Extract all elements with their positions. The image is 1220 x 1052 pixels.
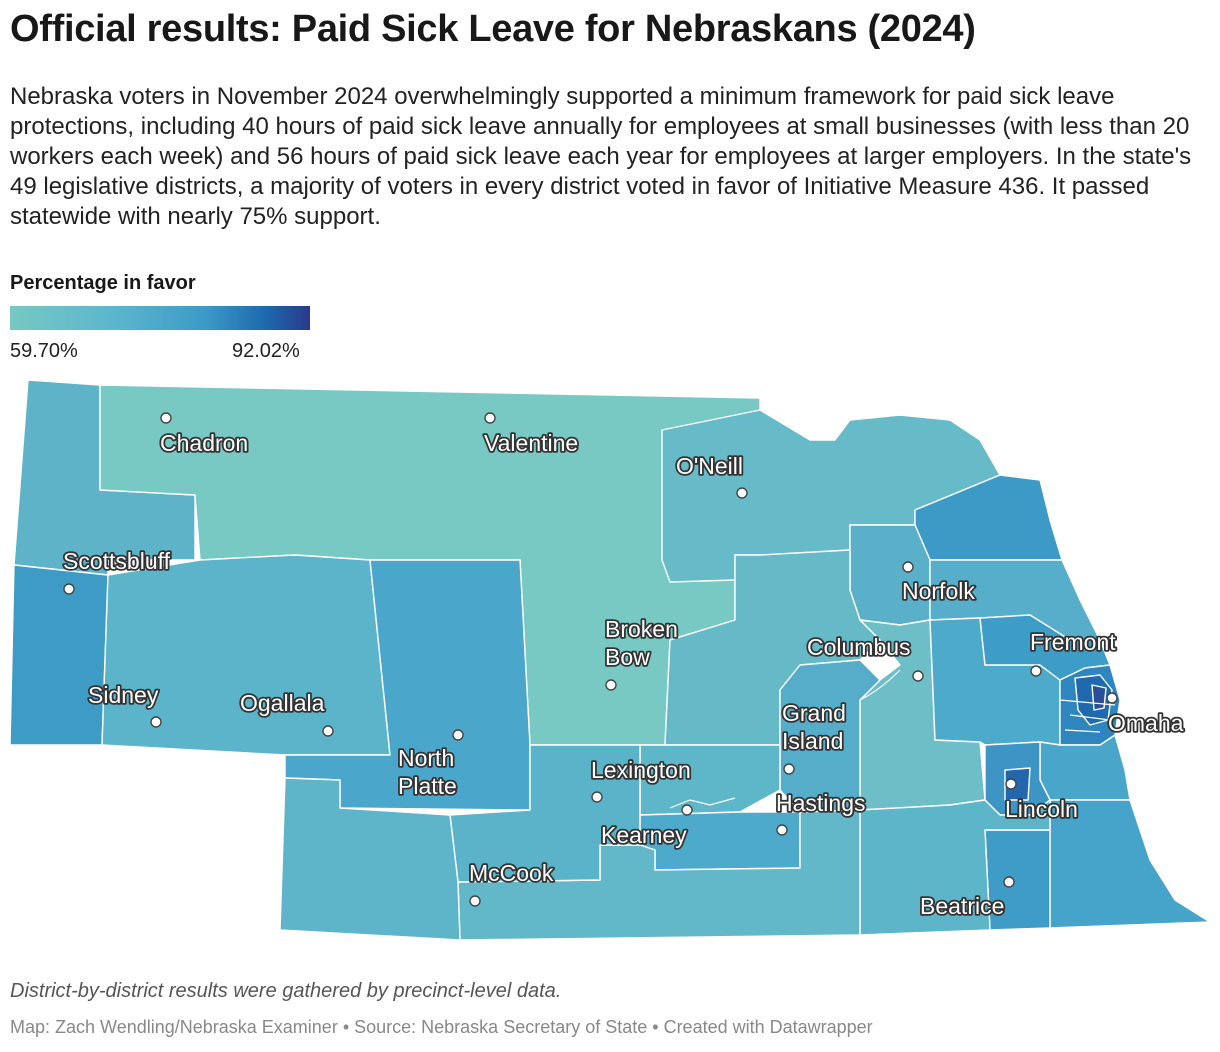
legend-title: Percentage in favor bbox=[10, 272, 196, 294]
city-marker-lexington[interactable] bbox=[591, 791, 603, 803]
city-label-broken-bow: Broken Bow bbox=[605, 616, 684, 670]
city-labels: Chadron Valentine O'Neill Scottsbluff No… bbox=[61, 428, 1185, 921]
district-sarpy-cass[interactable] bbox=[1039, 734, 1131, 801]
city-label-scottsbluff: Scottsbluff bbox=[63, 548, 171, 574]
city-label-lincoln: Lincoln bbox=[1005, 796, 1078, 822]
city-label-beatrice: Beatrice bbox=[920, 893, 1004, 919]
district-southwest[interactable] bbox=[279, 777, 461, 941]
city-marker-scottsbluff[interactable] bbox=[63, 583, 75, 595]
city-marker-ogallala[interactable] bbox=[322, 725, 334, 737]
city-marker-kearney[interactable] bbox=[681, 804, 693, 816]
city-marker-oneill[interactable] bbox=[736, 487, 748, 499]
city-label-omaha: Omaha bbox=[1108, 710, 1184, 736]
city-label-valentine: Valentine bbox=[484, 430, 578, 456]
city-marker-mccook[interactable] bbox=[469, 895, 481, 907]
city-marker-fremont[interactable] bbox=[1030, 665, 1042, 677]
city-marker-beatrice[interactable] bbox=[1003, 876, 1015, 888]
legend-gradient-bar bbox=[10, 306, 310, 330]
city-markers bbox=[63, 412, 1118, 907]
city-marker-grand-island[interactable] bbox=[783, 763, 795, 775]
nebraska-district-map[interactable]: Chadron Valentine O'Neill Scottsbluff No… bbox=[0, 370, 1220, 970]
city-label-kearney: Kearney bbox=[601, 822, 687, 848]
city-marker-columbus[interactable] bbox=[912, 670, 924, 682]
city-marker-north-platte[interactable] bbox=[452, 729, 464, 741]
district-omaha-inner[interactable] bbox=[1091, 684, 1107, 711]
map-description: Nebraska voters in November 2024 overwhe… bbox=[10, 83, 1192, 230]
district-shapes bbox=[9, 379, 1211, 941]
legend-min-label: 59.70% bbox=[10, 340, 78, 362]
legend-max-label: 92.02% bbox=[232, 340, 300, 362]
city-label-lexington: Lexington bbox=[591, 757, 691, 783]
city-label-oneill: O'Neill bbox=[676, 453, 743, 479]
city-marker-hastings[interactable] bbox=[776, 824, 788, 836]
district-far-west[interactable] bbox=[9, 564, 109, 746]
footnote: District-by-district results were gather… bbox=[10, 980, 562, 1002]
city-marker-sidney[interactable] bbox=[150, 716, 162, 728]
district-lexington[interactable] bbox=[449, 744, 641, 883]
city-label-hastings: Hastings bbox=[776, 790, 865, 816]
credits-line: Map: Zach Wendling/Nebraska Examiner • S… bbox=[10, 1017, 873, 1037]
city-marker-omaha[interactable] bbox=[1106, 692, 1118, 704]
district-south-east-central[interactable] bbox=[859, 799, 1051, 936]
city-marker-chadron[interactable] bbox=[160, 412, 172, 424]
city-label-grand-island: Grand Island bbox=[782, 700, 852, 754]
district-norfolk[interactable] bbox=[849, 524, 931, 626]
city-label-fremont: Fremont bbox=[1030, 629, 1116, 655]
page-title: Official results: Paid Sick Leave for Ne… bbox=[10, 8, 976, 50]
city-marker-valentine[interactable] bbox=[484, 412, 496, 424]
city-label-north-platte: North Platte bbox=[398, 745, 461, 799]
city-label-columbus: Columbus bbox=[807, 634, 911, 660]
city-marker-broken-bow[interactable] bbox=[605, 679, 617, 691]
district-boundary-details bbox=[669, 669, 1116, 809]
city-marker-norfolk[interactable] bbox=[902, 561, 914, 573]
city-label-sidney: Sidney bbox=[88, 682, 159, 708]
district-lincoln-core[interactable] bbox=[1004, 767, 1031, 801]
city-label-mccook: McCook bbox=[469, 860, 554, 886]
city-label-chadron: Chadron bbox=[160, 430, 248, 456]
city-marker-lincoln[interactable] bbox=[1005, 778, 1017, 790]
city-label-norfolk: Norfolk bbox=[902, 578, 975, 604]
city-label-ogallala: Ogallala bbox=[240, 690, 325, 716]
district-ogallala[interactable] bbox=[101, 554, 391, 756]
